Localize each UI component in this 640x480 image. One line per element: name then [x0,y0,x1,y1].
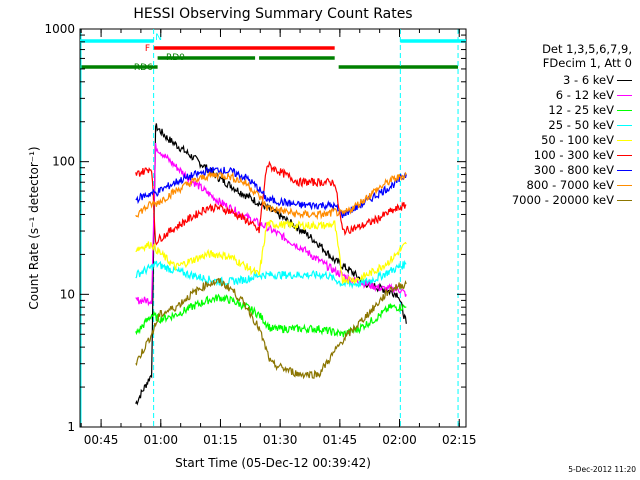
legend-label: 7000 - 20000 keV [511,193,614,207]
legend-label: 6 - 12 keV [555,88,614,102]
legend-label: 25 - 50 keV [548,118,614,132]
legend-swatch [617,140,632,141]
x-tick-label: 01:15 [203,433,238,447]
legend-item: 6 - 12 keV [556,88,632,102]
y-tick-label: 10 [60,287,75,301]
legend-item: 12 - 25 keV [548,103,632,117]
legend-label: 12 - 25 keV [548,103,614,117]
series-line-6 [135,166,407,219]
legend-item: 300 - 800 keV [534,163,632,177]
legend-label: 50 - 100 keV [541,133,614,147]
x-tick-label: 01:30 [263,433,298,447]
timestamp-stamp: 5-Dec-2012 11:20 [568,465,636,474]
legend-label: 100 - 300 keV [533,148,614,162]
y-axis-label: Count Rate (s⁻¹ detector⁻¹) [27,146,41,309]
x-tick-label: 02:00 [382,433,417,447]
legend-label: 3 - 6 keV [563,73,614,87]
axis-ticks: 1 10 100 1000 00:45 01:00 01:15 01:30 01:45 02:00… [44,22,476,447]
series-line-5 [135,160,407,246]
legend-swatch [617,95,632,96]
flag-label-rd6: RD6 [134,63,153,73]
series-line-1 [135,142,407,307]
y-tick-label: 1 [67,420,75,434]
chart-title: HESSI Observing Summary Count Rates [133,6,412,22]
series-line-8 [135,277,407,380]
legend-header-line-2: FDecim 1, Att 0 [542,56,632,70]
series-line-7 [135,171,407,221]
legend-label: 300 - 800 keV [533,163,614,177]
legend-item: 800 - 7000 keV [526,178,632,192]
x-axis-label: Start Time (05-Dec-12 00:39:42) [175,456,371,470]
y-tick-label: 100 [52,155,75,169]
y-tick-label: 1000 [44,22,75,36]
x-tick-label: 00:45 [84,433,119,447]
x-tick-label: 02:15 [442,433,477,447]
legend-swatch [617,185,632,186]
series-line-4 [135,219,407,285]
x-tick-label: 01:45 [323,433,358,447]
series-line-3 [135,259,407,290]
legend-item: 7000 - 20000 keV [512,193,632,207]
legend-swatch [617,80,632,81]
legend-swatch [617,200,632,201]
plot-frame [79,28,467,428]
legend-swatch [617,155,632,156]
legend-swatch [617,125,632,126]
legend-item: 100 - 300 keV [534,148,632,162]
legend-swatch [617,170,632,171]
legend-header-line-1: Det 1,3,5,6,7,9, [542,42,632,56]
series-lines [135,123,407,406]
legend-label: 800 - 7000 keV [526,178,614,192]
flag-label-n: N [155,33,162,43]
flag-label-f: F [145,44,150,54]
flag-bars: NF RD0 RD6 [80,29,466,427]
x-tick-label: 01:00 [143,433,178,447]
legend-item: 3 - 6 keV [563,73,632,87]
flag-label-rd0: RD0 [166,53,185,63]
series-line-2 [135,293,407,338]
legend-item: 25 - 50 keV [548,118,632,132]
legend-swatch [617,110,632,111]
legend-item: 50 - 100 keV [541,133,632,147]
